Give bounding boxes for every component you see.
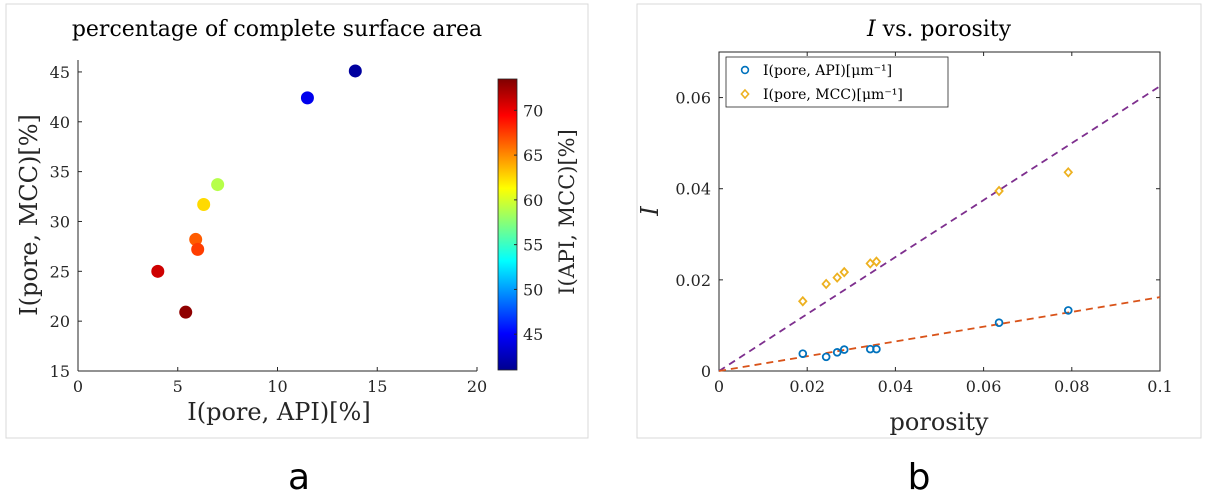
panel-b-title: I vs. porosity bbox=[866, 17, 1012, 42]
data-point-mcc bbox=[821, 278, 831, 290]
legend-api-label: I(pore, API)[μm⁻¹] bbox=[763, 63, 892, 79]
y-tick-label: 20 bbox=[50, 312, 70, 331]
data-point-api bbox=[821, 352, 831, 362]
data-point-mcc bbox=[871, 256, 882, 267]
panel-b-fit-lines bbox=[718, 85, 1161, 372]
legend-api-marker bbox=[740, 65, 750, 75]
panel-b-letter: b bbox=[908, 457, 931, 497]
y-tick-label: 15 bbox=[50, 362, 70, 381]
colorbar-tick-label: 55 bbox=[523, 236, 543, 255]
x-tick-label: 10 bbox=[267, 377, 287, 396]
data-point bbox=[197, 198, 211, 212]
panel-a-title: percentage of complete surface area bbox=[72, 17, 482, 42]
y-tick-label: 45 bbox=[50, 63, 70, 82]
y-tick-label: 35 bbox=[50, 163, 70, 182]
y-tick-label: 0 bbox=[701, 362, 711, 381]
panel-a-chart: percentage of complete surface area 0 5 10… bbox=[15, 17, 579, 426]
data-point-mcc bbox=[832, 272, 842, 283]
data-point bbox=[189, 232, 203, 246]
colorbar-tick-label: 65 bbox=[523, 146, 543, 165]
panel-b-x-label: porosity bbox=[890, 408, 989, 436]
panel-b-title-italic: I bbox=[866, 17, 877, 42]
x-tick-label: 5 bbox=[173, 377, 183, 396]
data-point bbox=[300, 91, 314, 105]
legend-mcc-marker bbox=[740, 88, 750, 100]
y-tick-label: 30 bbox=[50, 212, 70, 231]
fit-line bbox=[718, 296, 1161, 372]
panel-b-x-ticks: 0 0.02 0.04 0.06 0.08 0.1 bbox=[714, 52, 1173, 396]
panel-a-points bbox=[151, 64, 362, 319]
panel-a-frame bbox=[5, 3, 589, 439]
x-tick-label: 0.02 bbox=[789, 377, 825, 396]
y-tick-label: 0.02 bbox=[675, 271, 711, 290]
data-point bbox=[348, 64, 362, 78]
data-point bbox=[151, 264, 165, 278]
panel-a-colorbar-ticks: 45 50 55 60 65 70 bbox=[514, 101, 543, 344]
legend-mcc-label: I(pore, MCC)[μm⁻¹] bbox=[763, 87, 903, 103]
panel-b-y-ticks: 0 0.02 0.04 0.06 bbox=[675, 89, 1160, 381]
data-point-mcc bbox=[839, 266, 850, 278]
panel-a-x-label: I(pore, API)[%] bbox=[187, 398, 370, 426]
y-tick-label: 25 bbox=[50, 262, 70, 281]
x-tick-label: 0.04 bbox=[878, 377, 914, 396]
panel-a-y-label: I(pore, MCC)[%] bbox=[15, 114, 43, 316]
colorbar-tick-label: 60 bbox=[523, 191, 543, 210]
panel-b-y-label: I bbox=[636, 206, 664, 217]
x-tick-label: 0 bbox=[73, 377, 83, 396]
panel-b-title-rest: vs. porosity bbox=[876, 17, 1012, 42]
data-point-api bbox=[1063, 306, 1073, 315]
x-tick-label: 0.06 bbox=[966, 377, 1002, 396]
colorbar-tick-label: 45 bbox=[523, 325, 543, 344]
data-point bbox=[191, 242, 205, 256]
y-tick-label: 40 bbox=[50, 113, 70, 132]
data-point bbox=[179, 305, 193, 319]
x-tick-label: 15 bbox=[367, 377, 387, 396]
panel-b-points bbox=[797, 166, 1074, 362]
panel-a-y-ticks: 15 20 25 30 35 40 45 bbox=[50, 63, 82, 381]
panel-a-letter: a bbox=[288, 457, 310, 497]
y-tick-label: 0.06 bbox=[675, 89, 711, 108]
y-tick-label: 0.04 bbox=[675, 180, 711, 199]
panel-a-colorbar-label: I(API, MCC)[%] bbox=[555, 129, 579, 295]
data-point-mcc bbox=[797, 295, 808, 307]
data-point-api bbox=[832, 348, 842, 357]
colorbar-tick-label: 50 bbox=[523, 280, 543, 299]
data-point-mcc bbox=[1063, 166, 1074, 178]
panel-a-colorbar bbox=[497, 78, 518, 371]
panel-a-x-ticks: 0 5 10 15 20 bbox=[73, 367, 487, 396]
panel-b-axes-box bbox=[718, 51, 1161, 372]
x-tick-label: 0.08 bbox=[1054, 377, 1090, 396]
data-point-api bbox=[872, 344, 881, 354]
data-point-api bbox=[839, 345, 849, 354]
x-tick-label: 0 bbox=[714, 377, 724, 396]
data-point bbox=[211, 178, 225, 192]
colorbar-tick-label: 70 bbox=[523, 101, 543, 120]
panel-b-legend bbox=[725, 56, 949, 108]
data-point-mcc bbox=[994, 185, 1004, 197]
data-point-api bbox=[798, 349, 808, 358]
x-tick-label: 20 bbox=[467, 377, 487, 396]
data-point-api bbox=[994, 318, 1004, 327]
x-tick-label: 0.1 bbox=[1147, 377, 1172, 396]
panel-b-chart: I vs. porosity 0 0.02 0.04 0.06 0.08 0.1 0 0.0… bbox=[636, 17, 1173, 436]
fit-line bbox=[718, 85, 1161, 372]
